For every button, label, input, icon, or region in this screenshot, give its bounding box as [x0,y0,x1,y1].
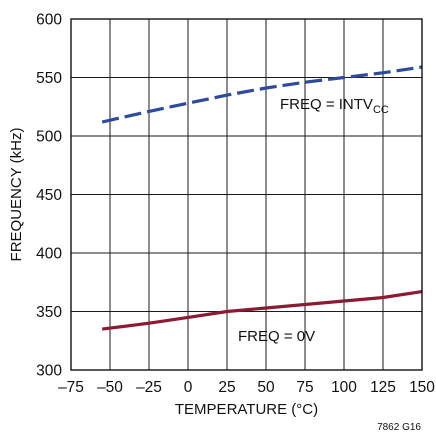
series-labels: FREQ = INTVCC FREQ = 0V [238,96,389,345]
y-tick-label: 350 [36,304,62,321]
y-tick-label: 450 [36,187,62,204]
x-tick-label: –75 [58,379,84,396]
x-tick-label: –25 [136,379,162,396]
series-label-subscript: CC [373,104,389,116]
y-tick-label: 500 [36,129,62,146]
x-tick-label: 50 [257,379,275,396]
x-tick-label: 125 [370,379,396,396]
series-line-0v [101,290,423,331]
series-layer [101,65,423,331]
y-tick-label: 600 [36,12,62,29]
x-tick-label: 100 [331,379,357,396]
y-axis-title: FREQUENCY (kHz) [8,128,25,262]
figure-code: 7862 G16 [377,422,421,433]
y-tick-label: 300 [36,363,62,380]
x-tick-label: 25 [218,379,235,396]
series-line-intvcc [101,65,423,124]
x-axis-title: TEMPERATURE (°C) [175,401,318,418]
series-label-0v: FREQ = 0V [238,328,315,345]
series-label-intvcc: FREQ = INTVCC [280,96,389,116]
plot-frame [70,18,423,371]
y-tick-label: 400 [36,246,62,263]
x-tick-label: –50 [97,379,123,396]
tick-labels: –75 –50 –25 0 25 50 75 100 125 150 300 350 400 450 500… [36,12,435,397]
x-tick-label: 75 [296,379,313,396]
y-tick-label: 550 [36,70,62,87]
x-tick-label: 0 [184,379,193,396]
grid [70,18,423,371]
x-tick-label: 150 [409,379,435,396]
